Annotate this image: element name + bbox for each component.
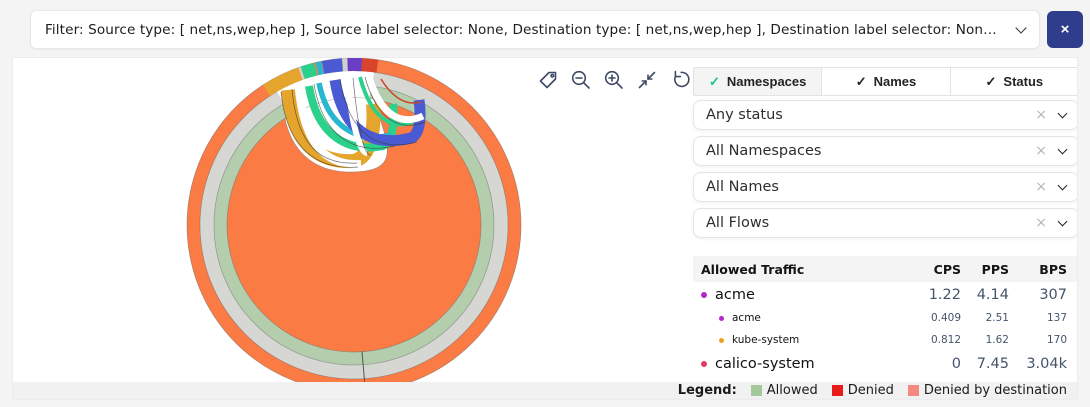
namespace-bullet-icon bbox=[719, 315, 724, 321]
row-cps: 0.409 bbox=[930, 312, 961, 324]
reset-rotation-icon[interactable] bbox=[667, 67, 693, 93]
tab-status[interactable]: ✓ Status bbox=[950, 68, 1077, 95]
row-pps: 4.14 bbox=[976, 286, 1009, 303]
clear-icon[interactable]: × bbox=[1035, 215, 1047, 231]
table-row[interactable]: acme 0.409 2.51 137 bbox=[693, 307, 1077, 329]
row-cps: 1.22 bbox=[928, 286, 961, 303]
column-header-bps: BPS bbox=[1039, 261, 1067, 277]
status-filter-dropdown[interactable]: Any status × bbox=[693, 100, 1077, 130]
check-icon: ✓ bbox=[708, 73, 720, 89]
row-name: acme bbox=[715, 286, 755, 303]
legend-label: Denied bbox=[847, 383, 894, 398]
legend-title: Legend: bbox=[677, 383, 737, 398]
chord-diagram-svg[interactable] bbox=[13, 58, 693, 393]
dropdown-value: All Flows bbox=[706, 215, 770, 231]
tab-label: Namespaces bbox=[726, 74, 807, 89]
namespaces-filter-dropdown[interactable]: All Namespaces × bbox=[693, 136, 1077, 166]
tag-icon[interactable] bbox=[535, 67, 561, 93]
chevron-down-icon[interactable] bbox=[1057, 216, 1068, 227]
row-bps: 137 bbox=[1046, 312, 1067, 324]
column-header-cps: CPS bbox=[933, 261, 961, 277]
namespace-bullet-icon bbox=[701, 291, 707, 298]
collapse-icon[interactable] bbox=[634, 67, 660, 93]
table-header: Allowed Traffic CPS PPS BPS bbox=[693, 256, 1077, 282]
flow-controls-column: ✓ Namespaces ✓ Names ✓ Status Any status… bbox=[693, 58, 1077, 386]
check-icon: ✓ bbox=[855, 73, 867, 89]
close-filter-button[interactable]: × bbox=[1047, 11, 1083, 48]
namespace-bullet-icon bbox=[701, 360, 707, 367]
row-bps: 307 bbox=[1039, 286, 1067, 303]
row-name: calico-system bbox=[715, 355, 815, 372]
viz-toolbar bbox=[533, 64, 693, 96]
allowed-swatch-icon bbox=[750, 385, 762, 396]
row-name: acme bbox=[732, 312, 761, 324]
table-row[interactable]: kube-system 0.812 1.62 170 bbox=[693, 329, 1077, 351]
row-cps: 0.812 bbox=[930, 334, 961, 346]
clear-icon[interactable]: × bbox=[1035, 179, 1047, 195]
legend: Legend: Allowed Denied Denied by destina… bbox=[13, 382, 1077, 399]
tab-namespaces[interactable]: ✓ Namespaces bbox=[694, 68, 823, 95]
row-bps: 170 bbox=[1046, 334, 1067, 346]
names-filter-dropdown[interactable]: All Names × bbox=[693, 172, 1077, 202]
table-row[interactable]: acme 1.22 4.14 307 bbox=[693, 282, 1077, 307]
row-pps: 7.45 bbox=[976, 355, 1009, 372]
legend-label: Denied by destination bbox=[923, 383, 1067, 398]
legend-item-allowed: Allowed bbox=[750, 383, 818, 398]
zoom-out-icon[interactable] bbox=[568, 67, 594, 93]
dropdown-value: All Names bbox=[706, 179, 779, 195]
row-bps: 3.04k bbox=[1026, 355, 1067, 372]
flow-filter-bar[interactable]: Filter: Source type: [ net,ns,wep,hep ],… bbox=[30, 10, 1040, 49]
row-name: kube-system bbox=[732, 334, 800, 346]
column-header-pps: PPS bbox=[981, 261, 1009, 277]
legend-item-denied: Denied bbox=[831, 383, 894, 398]
grouping-tabs: ✓ Namespaces ✓ Names ✓ Status bbox=[693, 67, 1077, 96]
tab-label: Status bbox=[1003, 74, 1044, 89]
clear-icon[interactable]: × bbox=[1035, 107, 1047, 123]
row-pps: 2.51 bbox=[985, 312, 1009, 324]
chord-diagram[interactable] bbox=[13, 58, 693, 393]
zoom-in-icon[interactable] bbox=[601, 67, 627, 93]
tab-names[interactable]: ✓ Names bbox=[822, 68, 951, 95]
tab-label: Names bbox=[873, 74, 917, 89]
column-header-name: Allowed Traffic bbox=[701, 261, 805, 277]
legend-label: Allowed bbox=[766, 383, 818, 398]
clear-icon[interactable]: × bbox=[1035, 143, 1047, 159]
namespace-bullet-icon bbox=[719, 337, 724, 343]
allowed-traffic-table: Allowed Traffic CPS PPS BPS acme 1.22 4.… bbox=[693, 256, 1077, 376]
dropdown-value: Any status bbox=[706, 107, 783, 123]
dropdown-value: All Namespaces bbox=[706, 143, 822, 159]
chevron-down-icon[interactable] bbox=[1057, 108, 1068, 119]
chevron-down-icon bbox=[1015, 22, 1027, 34]
flow-filter-summary: Filter: Source type: [ net,ns,wep,hep ],… bbox=[45, 21, 1005, 38]
denied-swatch-icon bbox=[831, 385, 843, 396]
check-icon: ✓ bbox=[985, 73, 997, 89]
chevron-down-icon[interactable] bbox=[1057, 144, 1068, 155]
row-cps: 0 bbox=[951, 355, 961, 372]
flow-visualization-panel: ✓ Namespaces ✓ Names ✓ Status Any status… bbox=[12, 57, 1078, 400]
chevron-down-icon[interactable] bbox=[1057, 180, 1068, 191]
denied-by-destination-swatch-icon bbox=[907, 385, 919, 396]
legend-item-denied-by-destination: Denied by destination bbox=[907, 383, 1067, 398]
flows-filter-dropdown[interactable]: All Flows × bbox=[693, 208, 1077, 238]
close-icon: × bbox=[1060, 21, 1070, 38]
table-row[interactable]: calico-system 0 7.45 3.04k bbox=[693, 351, 1077, 376]
row-pps: 1.62 bbox=[985, 334, 1009, 346]
